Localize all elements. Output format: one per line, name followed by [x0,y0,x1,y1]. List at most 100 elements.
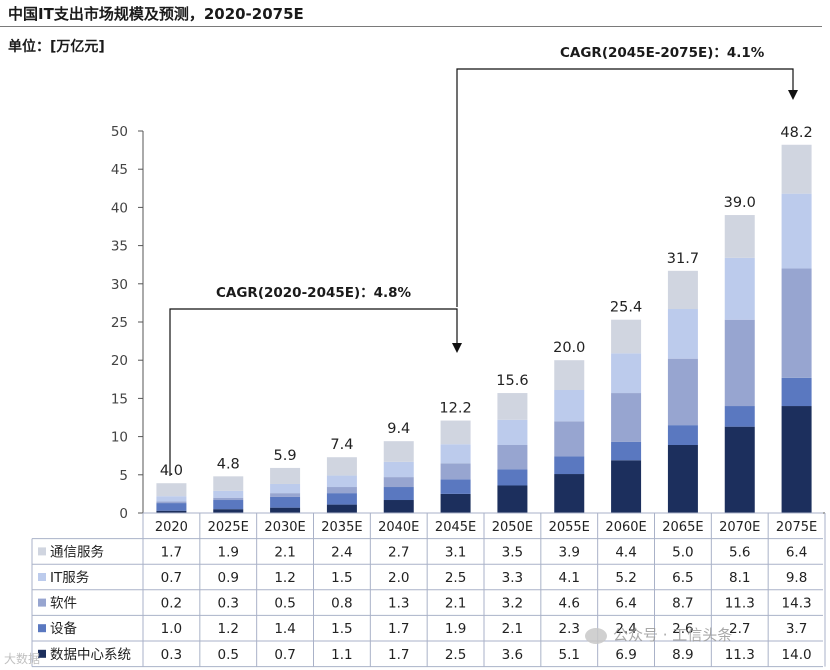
bar-segment [326,487,357,494]
y-tick-label: 25 [111,315,128,331]
table-cell: 0.5 [274,596,295,612]
bar-total-label: 4.0 [160,463,183,479]
bar-segment [611,460,642,513]
y-tick-label: 35 [111,239,128,255]
legend-swatch [38,624,46,633]
bar-segment [497,485,528,513]
table-cell: 0.9 [218,570,239,586]
watermark-text: 公众号 · 工信头条 [613,626,733,644]
bar-segment [270,496,301,508]
bar-segment [326,457,357,476]
y-tick-label: 30 [111,277,128,293]
table-cell: 2.4 [615,621,636,637]
bar-segment [667,270,698,310]
table-cell: 14.3 [782,596,812,612]
table-cell: 1.0 [161,621,182,637]
x-tick-label: 2040E [378,520,419,535]
bar-total-label: 25.4 [610,300,642,316]
bar-segment [724,406,755,427]
bar-segment [724,426,755,513]
legend-label: IT服务 [50,570,89,586]
table-cell: 2.0 [388,570,409,586]
bar-segment [213,490,244,498]
table-cell: 4.4 [615,544,636,560]
table-cell: 2.5 [445,647,466,663]
table-cell: 5.2 [615,570,636,586]
x-tick-label: 2070E [719,520,760,535]
table-cell: 9.8 [786,570,807,586]
table-cell: 1.7 [161,544,182,560]
bar-segment [724,215,755,258]
bar-segment [497,445,528,470]
bar-segment [724,319,755,407]
bar-segment [554,389,585,422]
watermark: 公众号 · 工信头条 [585,624,732,645]
bar-segment [781,193,812,269]
bar-segment [781,144,812,194]
bar-segment [156,501,187,504]
y-tick-label: 15 [111,391,128,407]
table-cell: 3.7 [786,621,807,637]
bar-segment [156,503,187,511]
bar-total-label: 15.6 [496,373,528,389]
bar-segment [270,507,301,513]
x-tick-label: 2075E [776,520,817,535]
bar-segment [213,497,244,501]
y-tick-label: 5 [119,468,128,484]
table-cell: 3.6 [502,647,523,663]
unit-label: 单位：[万亿元] [8,39,105,55]
bar-segment [554,456,585,475]
bar-segment [497,469,528,486]
x-tick-label: 2065E [662,520,703,535]
x-tick-label: 2030E [264,520,305,535]
y-tick-label: 20 [111,353,128,369]
bar-segment [270,467,301,484]
bar-total-label: 12.2 [439,401,471,417]
bar-total-label: 39.0 [724,195,756,211]
bar-segment [326,493,357,505]
bar-segment [554,474,585,513]
bar-total-label: 48.2 [780,125,812,141]
table-cell: 1.2 [218,621,239,637]
legend-swatch [38,649,46,658]
bar-segment [497,419,528,446]
legend-label: 数据中心系统 [50,647,131,663]
bar-segment [156,483,187,497]
bar-total-label: 5.9 [274,448,297,464]
bar-segment [383,441,414,462]
y-tick-label: 40 [111,200,128,216]
bar-segment [440,463,471,480]
table-cell: 8.1 [729,570,750,586]
table-cell: 1.9 [445,621,466,637]
bar-segment [270,493,301,497]
table-cell: 8.9 [672,647,693,663]
bar-segment [326,504,357,513]
bar-segment [611,441,642,461]
bar-total-label: 20.0 [553,340,585,356]
table-cell: 4.1 [559,570,580,586]
table-cell: 5.6 [729,544,750,560]
y-tick-label: 0 [119,506,128,522]
cagr-2-bracket [456,68,794,307]
x-tick-label: 2020 [155,520,188,535]
table-cell: 0.3 [161,647,182,663]
bar-segment [383,500,414,513]
table-cell: 1.1 [331,647,352,663]
table-cell: 5.1 [559,647,580,663]
chart-title: 中国IT支出市场规模及预测，2020-2075E [8,5,304,23]
bar-segment [440,493,471,513]
table-cell: 11.3 [725,596,755,612]
cagr-1-bracket [169,308,458,476]
table-cell: 1.5 [331,621,352,637]
table-cell: 6.4 [615,596,636,612]
data-table: 2020 2025E 2030E 2035E 2040E 2045E 2050E 2055E 2… [31,512,826,668]
table-cell: 1.2 [274,570,295,586]
table-cell: 0.8 [331,596,352,612]
x-tick-label: 2045E [435,520,476,535]
wechat-icon [585,627,607,644]
bar-segment [440,479,471,494]
bar-segment [213,509,244,513]
bar-segment [554,421,585,457]
table-cell: 2.6 [672,621,693,637]
table-cell: 2.3 [559,621,580,637]
